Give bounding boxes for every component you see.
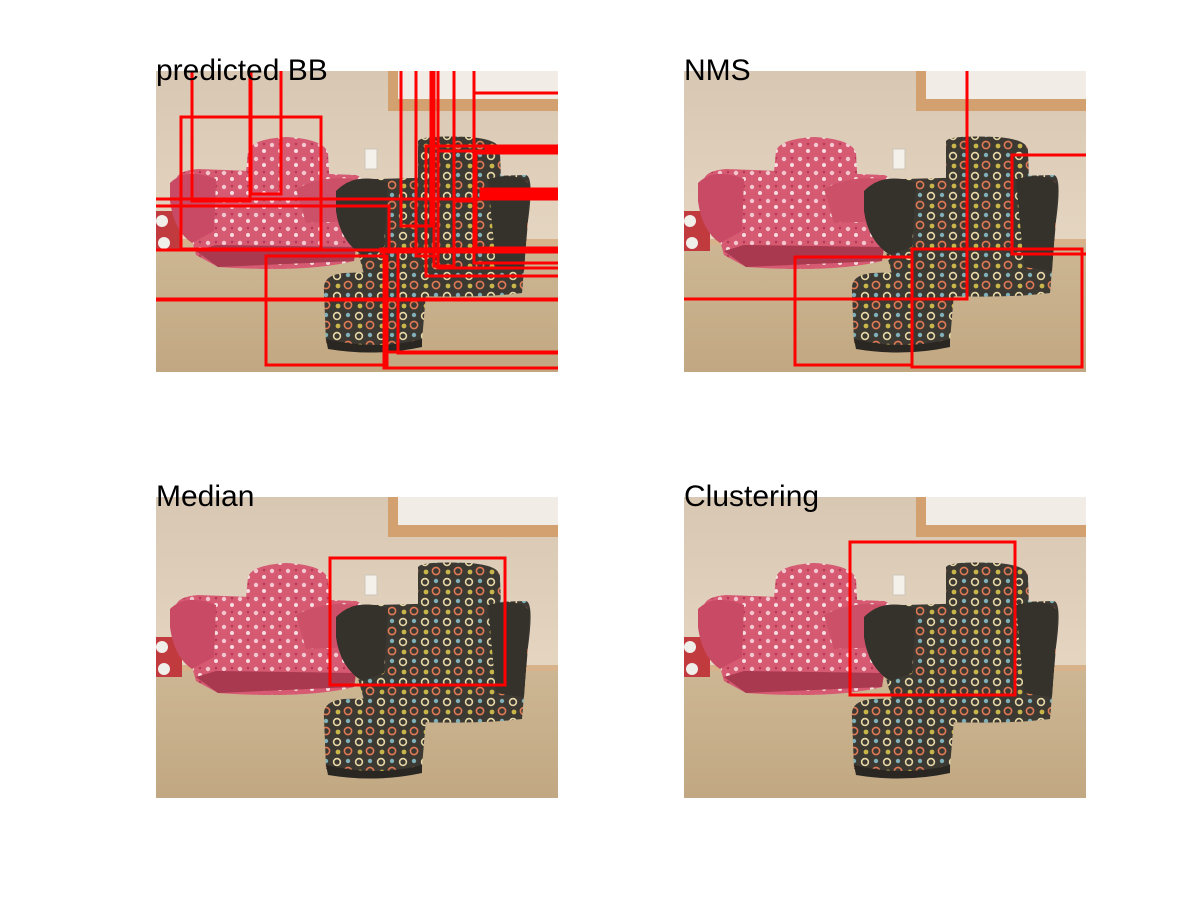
panel-title: NMS xyxy=(684,54,751,87)
panel-predicted-bb: predicted BB xyxy=(156,56,558,372)
image-predicted-bb xyxy=(156,71,558,372)
panel-title: Clustering xyxy=(684,480,820,513)
panel-title: Median xyxy=(156,480,255,513)
image-clustering xyxy=(684,497,1086,798)
image-nms xyxy=(684,71,1086,372)
panel-title: predicted BB xyxy=(156,54,328,87)
panel-clustering: Clustering xyxy=(684,482,1086,798)
image-median xyxy=(156,497,558,798)
panel-nms: NMS xyxy=(684,56,1086,372)
panel-median: Median xyxy=(156,482,558,798)
